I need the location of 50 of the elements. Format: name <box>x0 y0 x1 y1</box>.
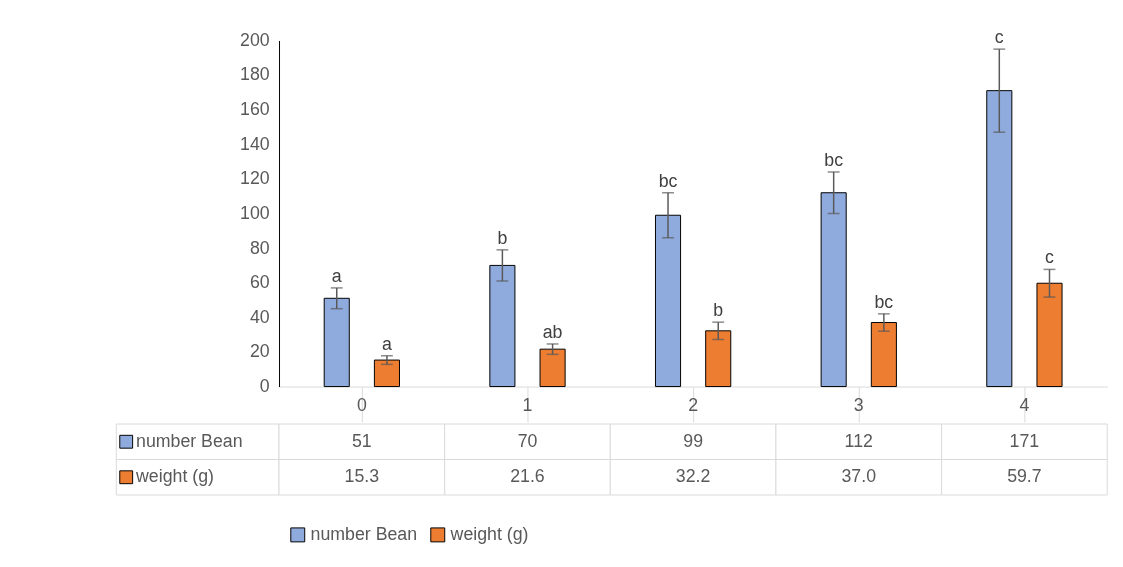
legend-label: weight (g) <box>449 523 529 544</box>
bar <box>820 192 847 388</box>
bar <box>705 330 732 388</box>
x-tick-label: 4 <box>1019 394 1030 415</box>
y-tick-label: 0 <box>259 375 270 396</box>
y-tick-label: 20 <box>249 341 270 362</box>
annotation: c <box>1045 247 1055 268</box>
annotation: b <box>713 300 724 321</box>
text: number Bean <box>310 523 418 544</box>
bar <box>986 90 1013 388</box>
data-label: 51 <box>351 430 372 451</box>
y-tick-label: 80 <box>249 237 270 258</box>
bar <box>539 348 566 388</box>
y-tick-label: 180 <box>240 64 270 85</box>
data-label: 37.0 <box>841 466 877 487</box>
data-label: 99 <box>683 430 704 451</box>
annotation: a <box>331 265 342 286</box>
text: weight (g) <box>136 466 214 487</box>
bar <box>489 264 516 388</box>
data-label: 15.3 <box>344 466 380 487</box>
y-tick-label: 140 <box>240 133 270 154</box>
data-label: 21.6 <box>510 466 545 487</box>
y-tick-label: 120 <box>240 168 270 189</box>
x-tick-label: 3 <box>853 394 864 415</box>
x-tick-label: 1 <box>522 394 533 415</box>
data-label: 32.2 <box>675 466 711 487</box>
annotation: bc <box>824 150 844 171</box>
y-tick-label: 40 <box>249 306 270 327</box>
y-tick-label: 200 <box>240 29 270 50</box>
data-label: 112 <box>844 430 873 451</box>
y-tick-label: 160 <box>240 99 270 120</box>
annotation: b <box>497 227 508 248</box>
data-label: 171 <box>1009 430 1040 451</box>
bar <box>1036 282 1063 388</box>
annotation: bc <box>658 170 678 191</box>
bar <box>870 322 897 388</box>
bar <box>373 359 400 388</box>
x-tick-label: 2 <box>688 394 699 415</box>
legend-label: number Bean <box>136 430 243 451</box>
data-label: 59.7 <box>1007 466 1042 487</box>
data-label: 70 <box>517 430 538 451</box>
bar <box>323 297 350 388</box>
x-tick-label: 0 <box>356 394 367 415</box>
annotation: c <box>994 27 1004 48</box>
y-tick-label: 100 <box>240 202 270 223</box>
annotation: a <box>382 333 392 354</box>
annotation: bc <box>874 291 894 312</box>
bar <box>654 214 682 388</box>
annotation: ab <box>542 322 563 343</box>
y-tick-label: 60 <box>249 272 270 293</box>
